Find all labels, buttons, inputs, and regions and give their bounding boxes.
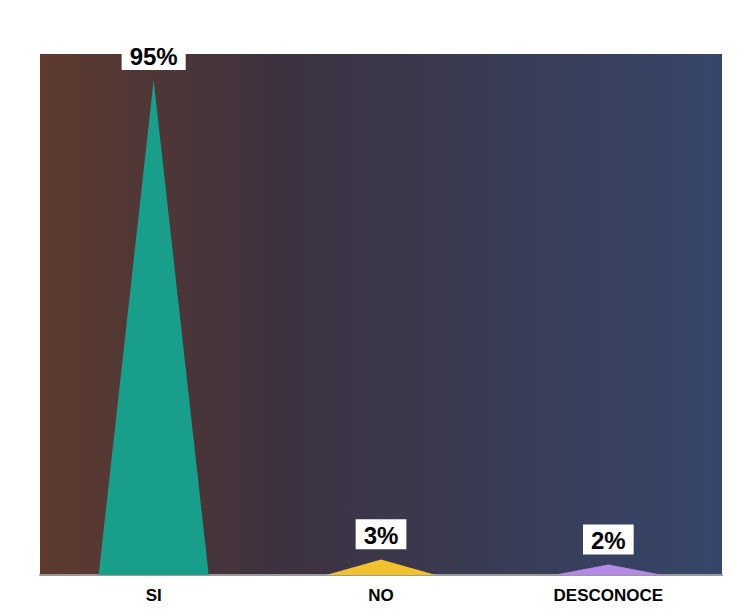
svg-text:DESCONOCE: DESCONOCE: [554, 586, 664, 605]
svg-text:3%: 3%: [364, 522, 399, 549]
svg-text:95%: 95%: [130, 43, 178, 70]
svg-text:SI: SI: [146, 586, 162, 605]
svg-text:2%: 2%: [591, 527, 626, 554]
svg-text:NO: NO: [368, 586, 394, 605]
